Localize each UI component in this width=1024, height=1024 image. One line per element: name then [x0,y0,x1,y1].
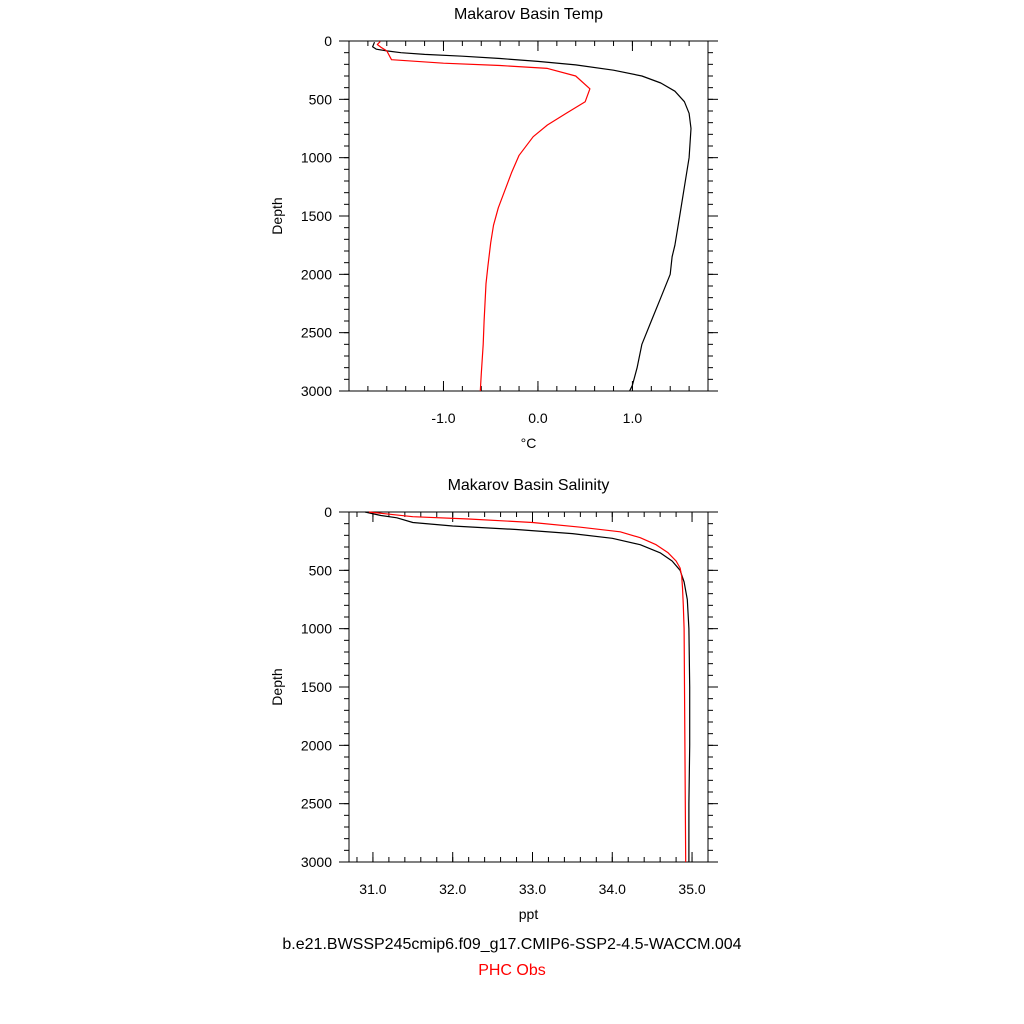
plot-frame [348,511,709,863]
x-tick-label: 34.0 [599,881,626,897]
obs-series-line [368,511,687,863]
model-legend-label: b.e21.BWSSP245cmip6.f09_g17.CMIP6-SSP2-4… [282,936,742,953]
y-tick-label: 2000 [301,266,332,282]
x-tick-label: -1.0 [431,410,455,426]
x-axis-label: °C [521,435,537,451]
chart-title: Makarov Basin Salinity [448,477,610,494]
chart-title: Makarov Basin Temp [454,6,603,23]
y-tick-label: 1500 [301,208,332,224]
x-axis-label: ppt [519,906,539,922]
salinity-panel: Makarov Basin Salinity 31.0 32.0 33.0 34.0 35… [269,477,718,922]
temperature-panel: Makarov Basin Temp -1.0 0.0 1.0 0 500 1000 1500… [269,6,718,451]
y-tick-label: 1500 [301,679,332,695]
y-tick-label: 0 [324,33,332,49]
model-series-line [372,41,692,392]
y-axis-label: Depth [269,197,285,234]
x-tick-label: 1.0 [623,410,643,426]
x-tick-label: 33.0 [519,881,546,897]
obs-legend-label: PHC Obs [478,962,546,979]
y-tick-label: 2000 [301,737,332,753]
x-tick-label: 35.0 [678,881,705,897]
model-series-line [364,511,691,862]
y-tick-label: 1000 [301,621,332,637]
y-tick-label: 3000 [301,854,332,870]
y-tick-label: 0 [324,504,332,520]
y-tick-label: 500 [309,91,333,107]
y-tick-label: 2500 [301,325,332,341]
x-tick-label: 31.0 [359,881,386,897]
x-tick-label: 32.0 [439,881,466,897]
y-tick-label: 3000 [301,383,332,399]
y-tick-label: 1000 [301,150,332,166]
x-tick-label: 0.0 [528,410,548,426]
y-tick-label: 2500 [301,796,332,812]
y-axis-label: Depth [269,668,285,705]
y-tick-label: 500 [309,562,333,578]
plot-frame [348,40,709,392]
obs-series-line [376,41,591,392]
